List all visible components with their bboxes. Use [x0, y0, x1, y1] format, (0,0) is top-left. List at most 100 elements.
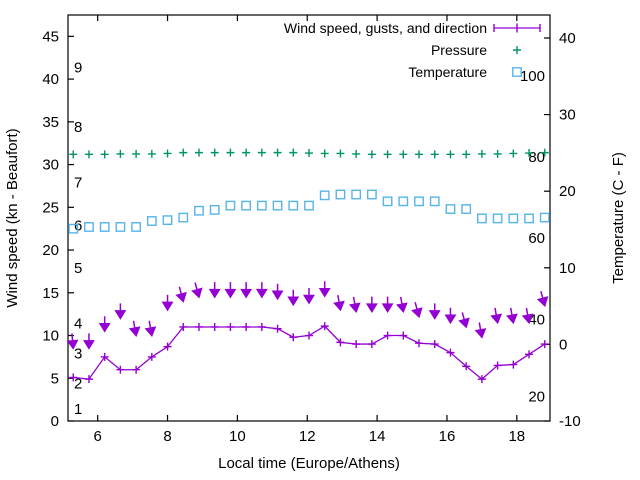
gust-direction-arrow: [191, 282, 203, 299]
beaufort-label: 2: [74, 376, 82, 393]
wind-speed-point: [525, 350, 534, 359]
beaufort-scale-labels: 1 2 3 4 5 6 7 8 9: [74, 59, 82, 418]
wind-speed-point: [462, 362, 471, 371]
fahrenheit-label: 20: [528, 388, 545, 405]
temperature-point: [429, 196, 440, 207]
pressure-point: [84, 150, 93, 159]
wind-speed-point: [540, 340, 549, 349]
temperature-point: [162, 215, 173, 226]
axis-titles: Local time (Europe/Athens) Wind speed (kn…: [4, 128, 627, 472]
pressure-point: [257, 148, 266, 157]
gust-direction-arrow: [318, 281, 331, 298]
y-tick-label: 5: [51, 370, 59, 387]
pressure-point: [163, 149, 172, 158]
wind-speed-point: [477, 375, 486, 384]
gust-direction-arrow: [411, 302, 423, 319]
pressure-point: [367, 150, 376, 159]
pressure-point: [415, 150, 424, 159]
y-tick-label: 25: [42, 199, 59, 216]
plot-frame: [67, 14, 551, 422]
temperature-point: [461, 204, 472, 214]
wind-speed-point: [226, 322, 235, 331]
wind-speed-point: [509, 360, 518, 369]
wind-speed-point: [194, 322, 203, 331]
temperature-point: [99, 222, 110, 232]
y-tick-label: 20: [42, 242, 59, 259]
pressure-point: [509, 149, 518, 158]
pressure-point: [383, 150, 392, 159]
pressure-point: [477, 149, 486, 158]
pressure-point: [100, 150, 109, 159]
pressure-point: [194, 148, 203, 157]
gust-direction-arrow: [333, 294, 345, 312]
wind-speed-point: [210, 322, 219, 331]
pressure-point: [305, 149, 313, 158]
gust-direction-arrow: [98, 316, 111, 333]
wind-speed-point: [116, 365, 125, 374]
temperature-point: [335, 189, 346, 200]
wind-speed-point: [352, 340, 361, 349]
pressure-point: [336, 149, 345, 158]
fahrenheit-label: 80: [528, 149, 545, 166]
y-tick-label: 45: [42, 28, 59, 45]
temperature-point: [288, 200, 299, 211]
gust-direction-arrow: [175, 286, 187, 303]
temperature-point: [476, 213, 487, 224]
y2-axis-title: Temperature (C - F): [610, 152, 627, 284]
wind-speed-point: [399, 331, 408, 340]
wind-speed-point: [446, 348, 455, 357]
wind-speed-point: [84, 375, 93, 384]
pressure-point: [446, 150, 455, 159]
temperature-point: [492, 213, 503, 224]
y-axis-left-ticks: 0 5 10 15 20 25 30 35 40 45: [42, 28, 74, 430]
gust-direction-arrow: [255, 282, 268, 299]
gust-direction-arrow: [114, 303, 127, 320]
legend-label-pressure: Pressure: [431, 42, 487, 58]
wind-speed-point: [69, 373, 78, 382]
pressure-point: [147, 149, 156, 158]
legend-label-wind: Wind speed, gusts, and direction: [284, 20, 487, 36]
temperature-point: [194, 205, 204, 216]
wind-speed-series: [69, 322, 549, 384]
beaufort-label: 6: [74, 217, 82, 234]
wind-speed-point: [415, 339, 424, 348]
temperature-point: [115, 222, 126, 232]
temperature-point: [209, 204, 220, 215]
temperature-point: [131, 222, 142, 232]
temperature-point: [319, 190, 330, 201]
gust-direction-arrow: [348, 296, 361, 314]
y-tick-label: 15: [42, 285, 59, 302]
wind-speed-point: [163, 342, 172, 351]
pressure-point: [493, 149, 502, 158]
beaufort-label: 9: [74, 59, 82, 76]
pressure-point: [320, 149, 329, 158]
y2-tick-label: 40: [559, 30, 576, 47]
wind-speed-point: [273, 324, 282, 333]
pressure-point: [289, 148, 298, 157]
pressure-point: [430, 150, 439, 159]
temperature-point: [539, 212, 550, 223]
temperature-point: [178, 212, 189, 223]
pressure-point: [352, 149, 361, 158]
y-axis-title: Wind speed (kn - Beaufort): [4, 128, 21, 307]
fahrenheit-label: 60: [528, 230, 545, 247]
pressure-point: [226, 148, 235, 157]
wind-speed-point: [147, 352, 156, 361]
pressure-point: [462, 150, 471, 159]
gust-direction-arrow: [287, 289, 300, 307]
temperature-point: [351, 189, 362, 200]
beaufort-label: 4: [74, 316, 82, 333]
temperature-point: [445, 204, 456, 214]
x-axis-title: Local time (Europe/Athens): [218, 455, 400, 472]
wind-speed-point: [257, 322, 266, 331]
gust-direction-arrow: [396, 296, 408, 314]
wind-speed-point: [132, 365, 141, 374]
temperature-point: [382, 196, 393, 207]
gust-direction-arrow: [144, 320, 157, 337]
gust-direction-arrow: [66, 333, 79, 350]
gust-direction-arrow: [128, 320, 141, 337]
x-tick-label: 14: [369, 428, 386, 445]
pressure-point: [116, 149, 125, 158]
wind-speed-point: [289, 333, 298, 342]
